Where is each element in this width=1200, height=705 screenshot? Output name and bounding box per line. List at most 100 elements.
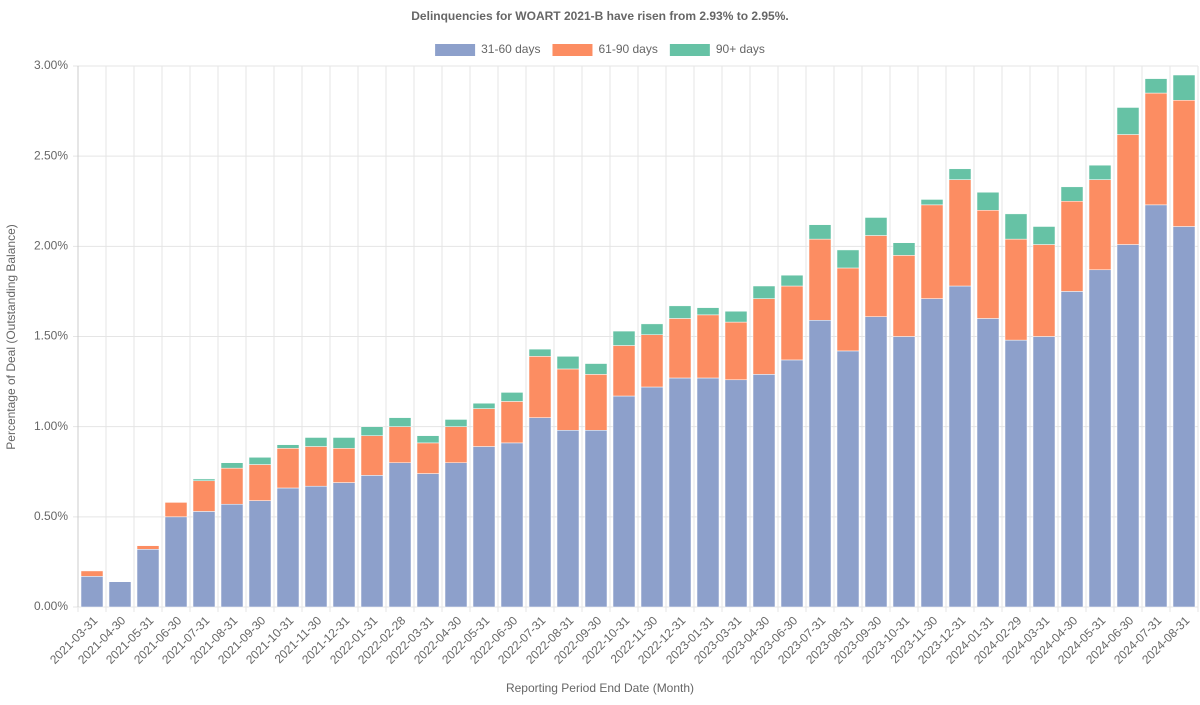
bar-segment <box>584 363 608 375</box>
bar-segment <box>1172 100 1196 227</box>
bar-segment <box>248 500 272 608</box>
bar-segment <box>976 191 1000 211</box>
bar-segment <box>696 314 720 379</box>
bar-segment <box>948 285 972 608</box>
bar-segment <box>556 356 580 370</box>
bar-segment <box>724 321 748 381</box>
bar-segment <box>164 516 188 608</box>
bar-segment <box>248 457 272 465</box>
bar-segment <box>920 298 944 608</box>
bar-segment <box>752 285 776 299</box>
bar-segment <box>276 448 300 489</box>
bar-segment <box>360 475 384 608</box>
bar-segment <box>304 446 328 487</box>
y-tick-label: 2.50% <box>34 148 68 162</box>
bar-segment <box>752 374 776 608</box>
bar-segment <box>332 437 356 449</box>
bar-segment <box>584 374 608 431</box>
legend-item: 31-60 days <box>435 42 540 56</box>
bar-segment <box>808 320 832 608</box>
legend-item: 61-90 days <box>552 42 658 56</box>
legend-label: 90+ days <box>716 42 765 56</box>
bar-segment <box>80 576 104 608</box>
bar-segment <box>472 402 496 409</box>
legend-label: 31-60 days <box>481 42 540 56</box>
bar-segment <box>1060 186 1084 202</box>
bar-segment <box>1088 269 1112 608</box>
bar-segment <box>864 235 888 317</box>
bar-segment <box>500 392 524 402</box>
y-tick-label: 1.00% <box>34 419 68 433</box>
bar-segment <box>304 485 328 608</box>
bar-segment <box>136 549 160 608</box>
bar-segment <box>780 359 804 608</box>
bar-segment <box>360 435 384 476</box>
bar-segment <box>948 179 972 287</box>
bar-segment <box>528 348 552 357</box>
legend-swatch <box>552 44 593 56</box>
bar-segment <box>892 336 916 608</box>
bar-segment <box>752 298 776 375</box>
chart-title: Delinquencies for WOART 2021-B have rise… <box>411 9 788 23</box>
bar-segment <box>1004 238 1028 341</box>
bar-segment <box>836 267 860 352</box>
bar-segment <box>920 204 944 299</box>
bar-segment <box>836 249 860 269</box>
bars <box>80 74 1196 608</box>
bar-segment <box>808 238 832 321</box>
bar-segment <box>948 168 972 180</box>
legend-swatch <box>669 44 710 56</box>
bar-segment <box>640 334 664 388</box>
bar-segment <box>808 224 832 240</box>
bar-segment <box>80 570 104 577</box>
bar-segment <box>1116 107 1140 135</box>
bar-segment <box>668 377 692 608</box>
bar-segment <box>780 285 804 361</box>
y-tick-label: 3.00% <box>34 58 68 72</box>
bar-segment <box>388 426 412 463</box>
grid <box>73 65 1199 612</box>
y-tick-label: 0.00% <box>34 599 68 613</box>
bar-segment <box>696 307 720 316</box>
bar-segment <box>472 446 496 608</box>
bar-segment <box>528 417 552 608</box>
legend-label: 61-90 days <box>598 42 657 56</box>
bar-segment <box>1004 213 1028 240</box>
bar-segment <box>416 442 440 474</box>
bar-segment <box>192 480 216 512</box>
bar-segment <box>528 356 552 418</box>
bar-segment <box>612 330 636 346</box>
bar-segment <box>612 345 636 397</box>
bar-segment <box>1116 244 1140 608</box>
bar-segment <box>864 217 888 236</box>
bar-segment <box>668 318 692 379</box>
bar-segment <box>976 318 1000 608</box>
bar-segment <box>332 482 356 608</box>
bar-segment <box>1060 201 1084 292</box>
bar-segment <box>1060 291 1084 608</box>
bar-segment <box>1032 226 1056 245</box>
bar-segment <box>500 442 524 608</box>
y-tick-label: 2.00% <box>34 239 68 253</box>
bar-segment <box>864 316 888 608</box>
bar-segment <box>304 437 328 447</box>
bar-segment <box>892 255 916 337</box>
bar-segment <box>696 377 720 608</box>
bar-segment <box>668 305 692 319</box>
bar-segment <box>640 386 664 608</box>
bar-segment <box>248 464 272 501</box>
bar-segment <box>332 448 356 483</box>
bar-segment <box>388 417 412 427</box>
bar-segment <box>1032 336 1056 608</box>
bar-segment <box>416 435 440 444</box>
bar-segment <box>1144 78 1168 94</box>
bar-segment <box>136 545 160 550</box>
bar-segment <box>836 350 860 608</box>
y-tick-label: 1.50% <box>34 329 68 343</box>
bar-segment <box>1172 74 1196 101</box>
bar-segment <box>444 419 468 427</box>
bar-segment <box>1004 339 1028 608</box>
bar-segment <box>1172 226 1196 608</box>
bar-segment <box>1116 134 1140 245</box>
y-axis-label: Percentage of Deal (Outstanding Balance) <box>4 224 18 449</box>
